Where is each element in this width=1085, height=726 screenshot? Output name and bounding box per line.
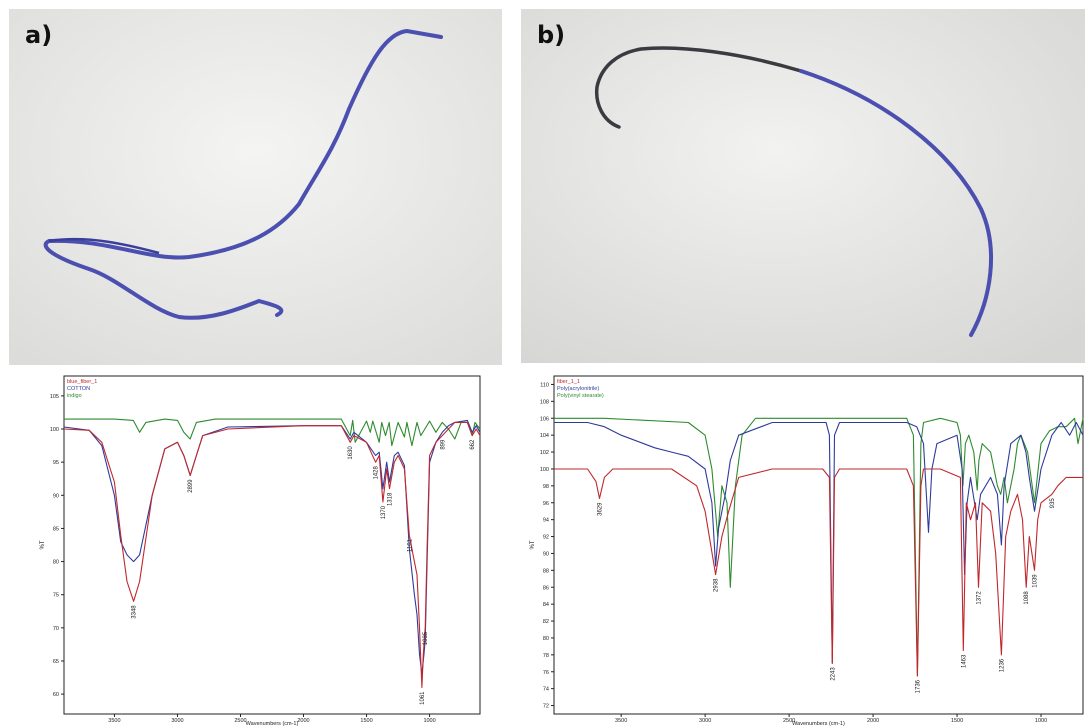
x-axis-label: Wavenumbers (cm-1) — [792, 721, 845, 726]
spectrum-chart-a: 60 65 70 75 80 85 90 95 100 105 3500 3000 2500 2000 15… — [36, 372, 482, 726]
series-line-poly-vinyl-stearate- — [554, 417, 1084, 677]
x-tick-label: 1500 — [360, 718, 372, 724]
peak-annotation: 1428 — [374, 466, 380, 480]
peak-annotation: 3629 — [598, 502, 604, 516]
panel-label-b: b) — [537, 21, 566, 49]
y-tick-label: 110 — [540, 382, 549, 388]
peak-annotation: 1161 — [407, 538, 413, 552]
blue-fiber-b — [799, 69, 993, 337]
peak-annotation: 1236 — [999, 658, 1005, 672]
grey-fiber-segment — [594, 46, 803, 129]
spectrum-chart-a-svg: 60 65 70 75 80 85 90 95 100 105 3500 3000 2500 2000 15… — [40, 375, 481, 726]
peak-annotation: 1061 — [420, 691, 426, 705]
peak-annotation: 1318 — [387, 492, 393, 506]
y-tick-label: 80 — [543, 636, 549, 642]
peak-annotation: 1039 — [1032, 574, 1038, 588]
peak-annotation: 1736 — [915, 679, 921, 693]
y-axis-label: %T — [530, 540, 536, 549]
y-tick-label: 100 — [50, 427, 59, 433]
blue-fiber-a — [43, 28, 443, 320]
series-line-fiber-1-1 — [554, 468, 1083, 677]
series-line-blue-fiber-1 — [63, 421, 481, 689]
series-line-poly-acrylonitrile- — [554, 421, 1084, 664]
y-tick-label: 105 — [50, 394, 59, 400]
photo-panel-a: a) — [9, 9, 502, 365]
photo-panel-b: b) — [521, 9, 1085, 363]
y-tick-label: 78 — [543, 653, 549, 659]
legend-entry: Poly(acrylonitrile) — [557, 386, 599, 392]
y-tick-label: 70 — [53, 626, 59, 632]
peak-annotation: 935 — [1050, 498, 1056, 509]
peak-annotation: 2243 — [830, 667, 836, 681]
y-tick-label: 102 — [540, 450, 549, 456]
y-axis-label: %T — [40, 540, 46, 549]
peak-annotation: 662 — [470, 439, 476, 450]
y-tick-label: 98 — [543, 484, 549, 490]
x-tick-label: 1500 — [951, 718, 963, 724]
x-tick-label: 3500 — [615, 718, 627, 724]
y-tick-label: 100 — [540, 467, 549, 473]
peak-annotation: 3348 — [132, 605, 138, 619]
y-tick-label: 80 — [53, 560, 59, 566]
spectrum-chart-b: 72 74 76 78 80 82 84 86 88 90 92 94 96 98 100 102 104 106… — [526, 372, 1085, 726]
x-tick-label: 3500 — [108, 718, 120, 724]
series-line-indigo — [64, 418, 481, 447]
peak-annotation: 899 — [440, 439, 446, 450]
x-tick-label: 2000 — [297, 718, 309, 724]
y-tick-label: 84 — [543, 602, 549, 608]
y-tick-label: 74 — [543, 687, 549, 693]
peak-annotation: 1463 — [961, 654, 967, 668]
y-tick-label: 65 — [53, 659, 59, 665]
y-tick-label: 88 — [543, 568, 549, 574]
y-tick-label: 108 — [540, 399, 549, 405]
x-tick-label: 2000 — [867, 718, 879, 724]
legend-entry: blue_fiber_1 — [67, 379, 97, 385]
fiber-photo-a — [9, 9, 502, 365]
peak-annotation: 1035 — [423, 631, 429, 645]
peak-annotation: 1370 — [381, 505, 387, 519]
y-tick-label: 106 — [540, 416, 549, 422]
y-tick-label: 95 — [53, 460, 59, 466]
legend-entry: indigo — [67, 393, 82, 399]
x-tick-label: 3000 — [171, 718, 183, 724]
y-tick-label: 76 — [543, 670, 549, 676]
x-axis-label: Wavenumbers (cm-1) — [246, 721, 299, 726]
peak-annotation: 2938 — [714, 578, 720, 592]
y-tick-label: 75 — [53, 593, 59, 599]
peak-annotation: 2899 — [188, 479, 194, 493]
series-line-cotton — [63, 419, 481, 675]
legend-entry: fiber_1_1 — [557, 379, 580, 385]
y-tick-label: 60 — [53, 692, 59, 698]
spectrum-chart-b-svg: 72 74 76 78 80 82 84 86 88 90 92 94 96 98 100 102 104 106… — [530, 375, 1084, 726]
peak-annotation: 1088 — [1024, 591, 1030, 605]
x-tick-label: 3000 — [699, 718, 711, 724]
y-tick-label: 90 — [53, 493, 59, 499]
x-tick-label: 1000 — [423, 718, 435, 724]
peak-annotation: 1630 — [348, 446, 354, 460]
y-tick-label: 104 — [540, 433, 549, 439]
peak-annotation: 1372 — [977, 591, 983, 605]
x-tick-label: 2500 — [783, 718, 795, 724]
y-tick-label: 85 — [53, 526, 59, 532]
y-tick-label: 82 — [543, 619, 549, 625]
fiber-photo-b — [521, 9, 1085, 363]
legend-entry: COTTON — [67, 386, 90, 392]
y-tick-label: 96 — [543, 501, 549, 507]
y-tick-label: 86 — [543, 585, 549, 591]
y-tick-label: 92 — [543, 535, 549, 541]
legend-entry: Poly(vinyl stearate) — [557, 393, 604, 399]
y-tick-label: 72 — [543, 704, 549, 710]
y-tick-label: 94 — [543, 518, 549, 524]
x-tick-label: 2500 — [234, 718, 246, 724]
panel-label-a: a) — [25, 21, 53, 49]
x-tick-label: 1000 — [1035, 718, 1047, 724]
y-tick-label: 90 — [543, 551, 549, 557]
